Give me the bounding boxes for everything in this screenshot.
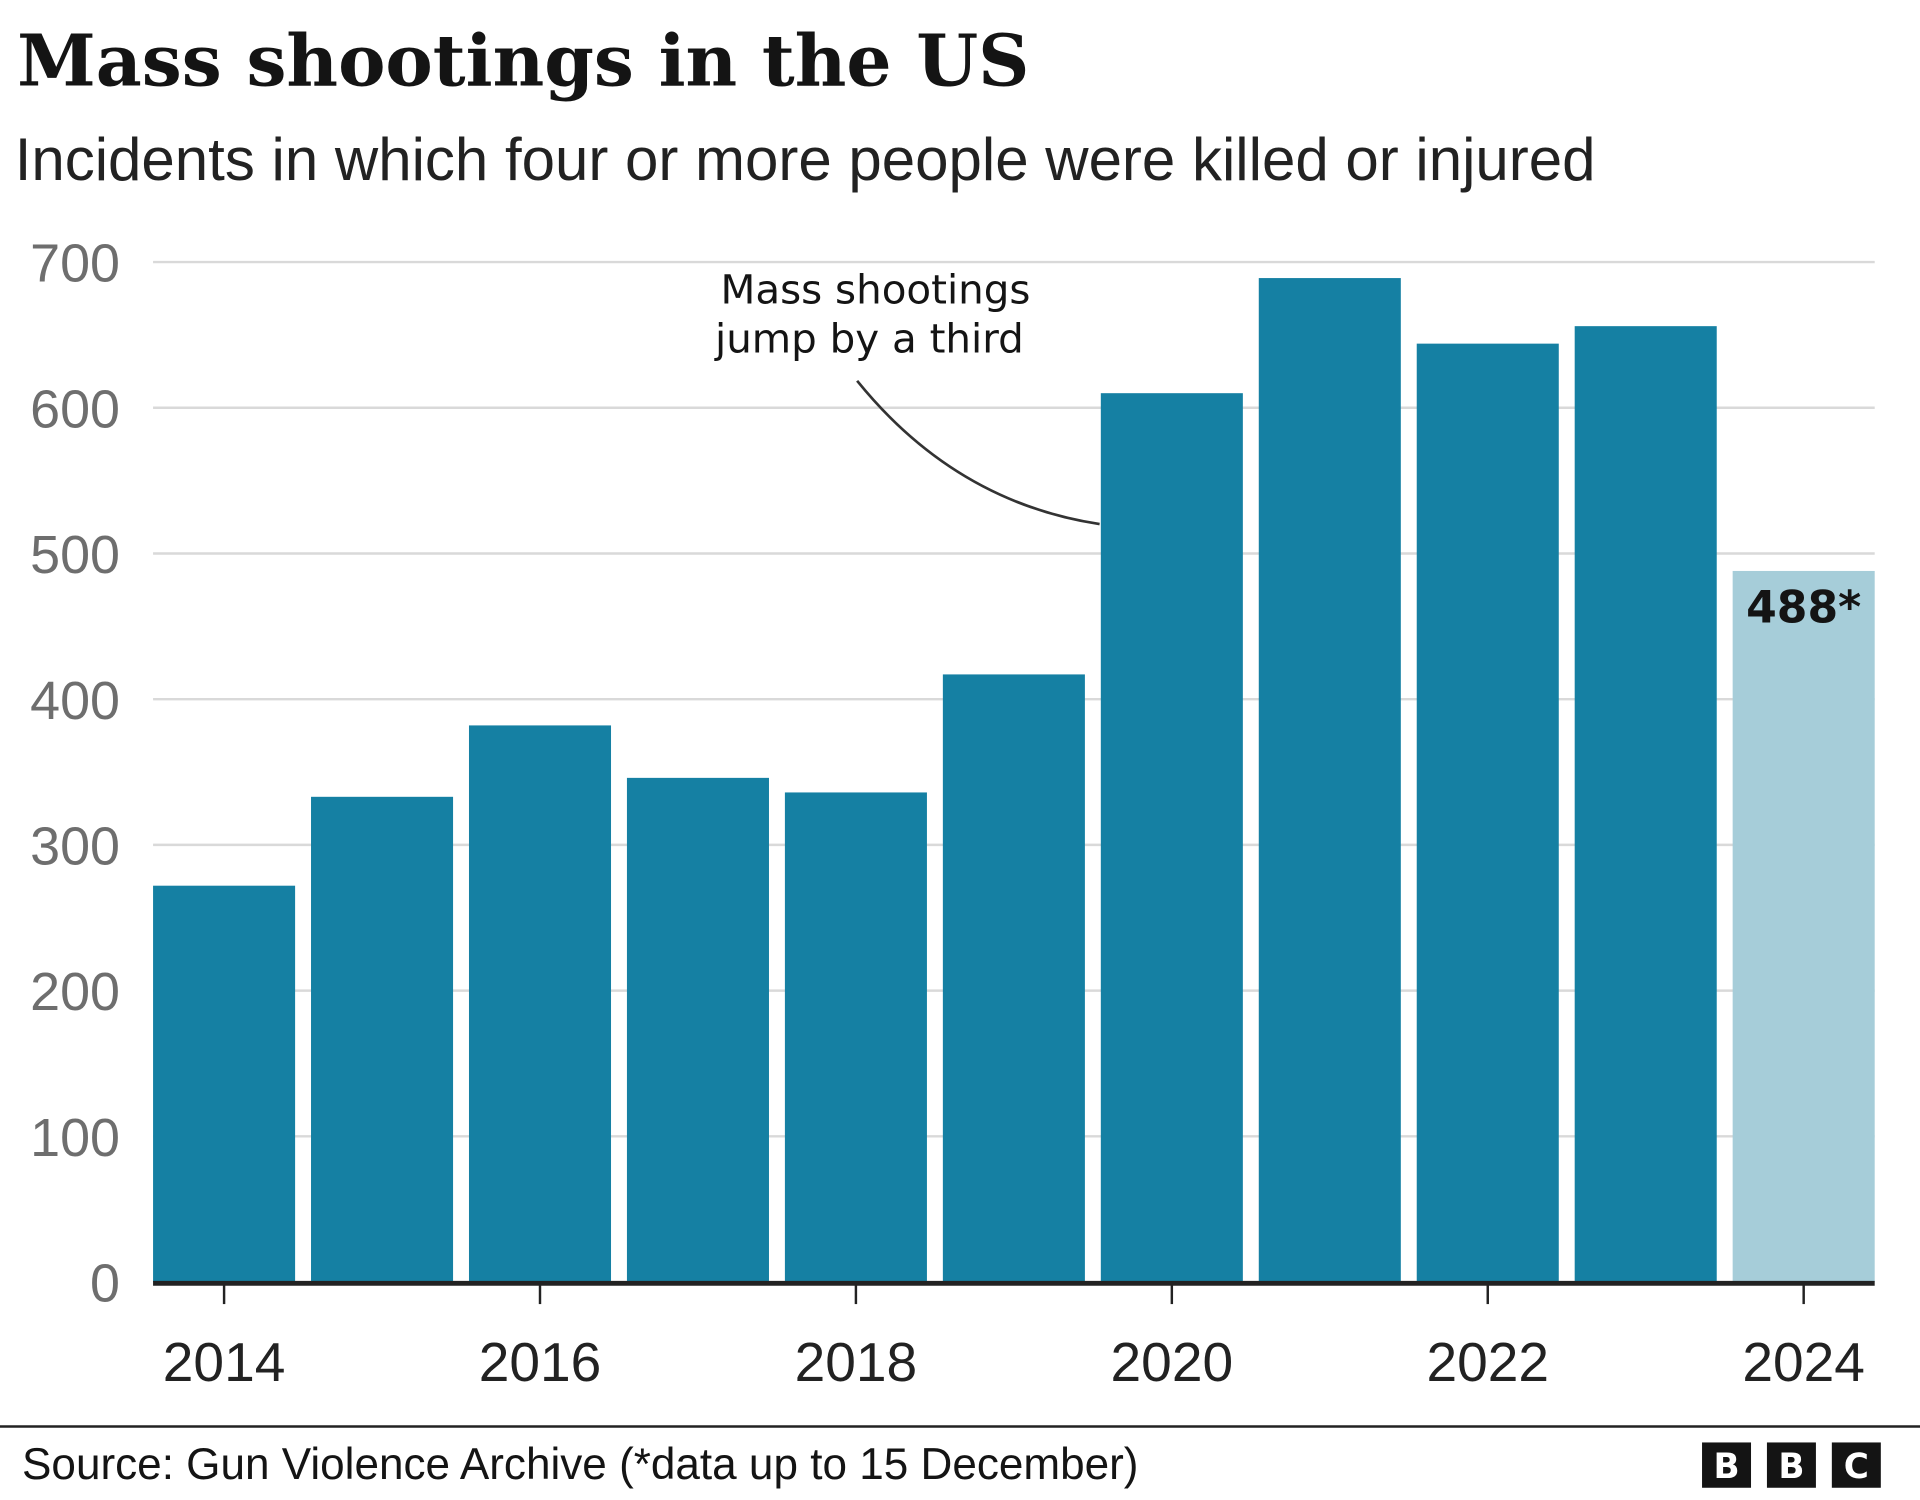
bars bbox=[153, 278, 1875, 1283]
x-tick-label: 2020 bbox=[1111, 1331, 1234, 1393]
y-tick-label: 200 bbox=[30, 962, 120, 1022]
x-axis: 2014 2016 2018 2020 2022 2024 bbox=[153, 1280, 1875, 1393]
bar-2023 bbox=[1574, 326, 1717, 1283]
chart-subtitle: Incidents in which four or more people w… bbox=[15, 126, 1596, 193]
annotation-connector bbox=[856, 379, 1100, 526]
y-tick-label: 400 bbox=[30, 671, 120, 731]
svg-text:B: B bbox=[1778, 1447, 1804, 1487]
bar-2020 bbox=[1100, 393, 1243, 1283]
bar-2018 bbox=[784, 792, 927, 1283]
x-tick-label: 2022 bbox=[1426, 1331, 1549, 1393]
bar-2019 bbox=[942, 674, 1085, 1283]
bar-2014 bbox=[153, 885, 296, 1283]
y-tick-label: 0 bbox=[90, 1254, 120, 1314]
y-tick-label: 100 bbox=[30, 1108, 120, 1168]
bar-2021 bbox=[1258, 278, 1401, 1283]
y-tick-label: 700 bbox=[30, 234, 120, 294]
bbc-logo: B B C bbox=[1702, 1442, 1881, 1488]
bar-2016 bbox=[468, 725, 612, 1283]
svg-text:B: B bbox=[1713, 1447, 1739, 1487]
x-tick-label: 2014 bbox=[163, 1331, 286, 1393]
source-note: Source: Gun Violence Archive (*data up t… bbox=[22, 1440, 1138, 1489]
data-label-2024: 488* bbox=[1746, 582, 1861, 633]
annotation-line-2: jump by a third bbox=[714, 315, 1024, 363]
x-tick-label: 2018 bbox=[795, 1331, 918, 1393]
x-tick-label: 2016 bbox=[479, 1331, 602, 1393]
bar-2022 bbox=[1416, 343, 1559, 1283]
annotation-line-1: Mass shootings bbox=[721, 266, 1031, 314]
y-tick-label: 600 bbox=[30, 379, 120, 439]
bar-2017 bbox=[626, 777, 769, 1283]
y-axis-labels: 0 100 200 300 400 500 600 700 bbox=[30, 234, 120, 1314]
bar-2015 bbox=[311, 796, 454, 1283]
svg-text:C: C bbox=[1844, 1447, 1869, 1487]
y-tick-label: 500 bbox=[30, 525, 120, 585]
x-tick-label: 2024 bbox=[1742, 1331, 1865, 1393]
chart-title: Mass shootings in the US bbox=[17, 19, 1029, 103]
bar-2024 bbox=[1732, 570, 1875, 1283]
y-tick-label: 300 bbox=[30, 816, 120, 876]
annotation: Mass shootings jump by a third bbox=[714, 266, 1100, 526]
